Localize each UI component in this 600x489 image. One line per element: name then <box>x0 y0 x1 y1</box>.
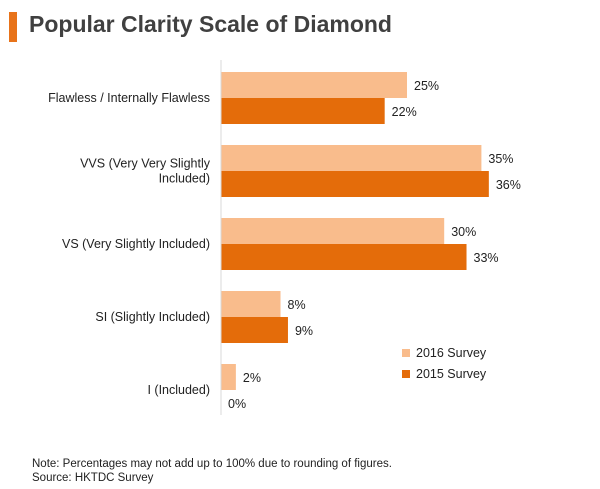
bar-2015 <box>221 98 385 124</box>
data-label: 8% <box>288 298 306 312</box>
legend-item-2015: 2015 Survey <box>402 363 486 384</box>
chart-title: Popular Clarity Scale of Diamond <box>29 11 392 37</box>
footnotes: Note: Percentages may not add up to 100%… <box>32 457 392 485</box>
bar-2016 <box>221 72 407 98</box>
data-label: 36% <box>496 178 521 192</box>
legend-swatch-2015 <box>402 369 410 378</box>
category-label: VVS (Very Very Slightly Included) <box>80 157 211 186</box>
category-label: SI (Slightly Included) <box>95 310 210 324</box>
data-label: 30% <box>451 225 476 239</box>
data-label: 0% <box>228 397 246 411</box>
data-label: 33% <box>474 251 499 265</box>
category-label: Flawless / Internally Flawless <box>48 91 210 105</box>
bar-2016 <box>221 145 482 171</box>
bar-2016 <box>221 291 281 317</box>
bar-2015 <box>221 171 489 197</box>
source-text: Source: HKTDC Survey <box>32 472 154 484</box>
legend-label-2015: 2015 Survey <box>416 366 487 381</box>
data-label: 35% <box>488 152 513 166</box>
legend-label-2016: 2016 Survey <box>416 345 487 360</box>
legend: 2016 Survey 2015 Survey <box>402 342 486 384</box>
title-accent-bar <box>9 12 17 42</box>
note-text: Note: Percentages may not add up to 100%… <box>32 458 392 470</box>
data-label: 22% <box>392 105 417 119</box>
bar-chart: Flawless / Internally Flawless 25% 22% VVS … <box>48 60 521 415</box>
bar-2016 <box>221 364 236 390</box>
legend-item-2016: 2016 Survey <box>402 342 486 363</box>
bar-2016 <box>221 218 445 244</box>
category-label: VS (Very Slightly Included) <box>62 237 210 251</box>
legend-swatch-2016 <box>402 348 410 357</box>
category-label: I (Included) <box>147 383 210 397</box>
data-label: 25% <box>414 79 439 93</box>
data-label: 2% <box>243 371 261 385</box>
bar-2015 <box>221 317 288 343</box>
bar-2015 <box>221 244 467 270</box>
data-label: 9% <box>295 324 313 338</box>
